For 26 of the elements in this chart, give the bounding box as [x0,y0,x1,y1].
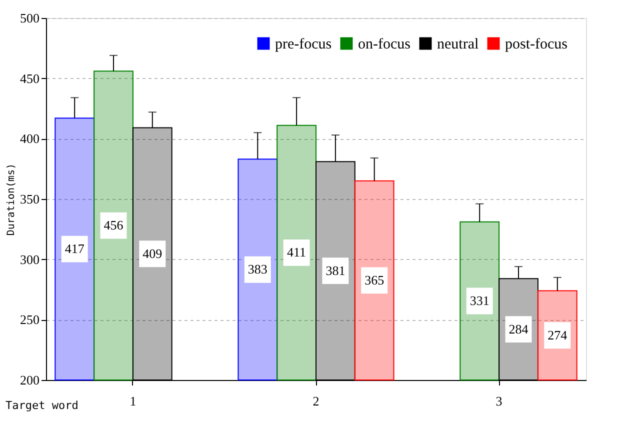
data-label: 284 [508,321,529,336]
data-label: 383 [248,262,268,277]
y-tick-label: 300 [20,252,40,267]
text: Target word [6,399,78,412]
legend-label: post-focus [505,36,568,53]
y-tick-label: 400 [20,131,40,146]
y-tick-label: 450 [20,70,40,86]
data-label: 381 [326,262,346,278]
x-tick-label: 2 [312,394,320,408]
x-tick-label: 1 [130,394,136,408]
y-tick-label: 500 [20,10,40,26]
data-label: 331 [470,292,490,308]
y-tick-label: 200 [20,372,40,388]
data-label: 409 [142,246,162,261]
data-label: 274 [548,327,568,342]
data-label: 411 [287,244,306,260]
data-label: 417 [64,241,85,256]
legend-label: on-focus [358,36,411,53]
y-axis-title: Duration(ms) [6,163,17,236]
y-tick-label: 350 [20,192,40,206]
legend-label: pre-focus [275,36,332,53]
data-label: 456 [104,218,124,233]
x-tick-label: 3 [496,394,502,408]
legend-label: neutral [437,36,479,53]
data-label: 365 [364,272,384,288]
y-tick-label: 250 [20,312,40,328]
